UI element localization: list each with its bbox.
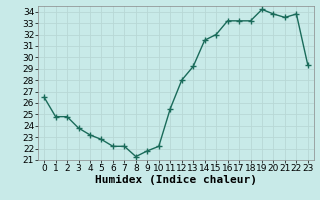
X-axis label: Humidex (Indice chaleur): Humidex (Indice chaleur)	[95, 175, 257, 185]
